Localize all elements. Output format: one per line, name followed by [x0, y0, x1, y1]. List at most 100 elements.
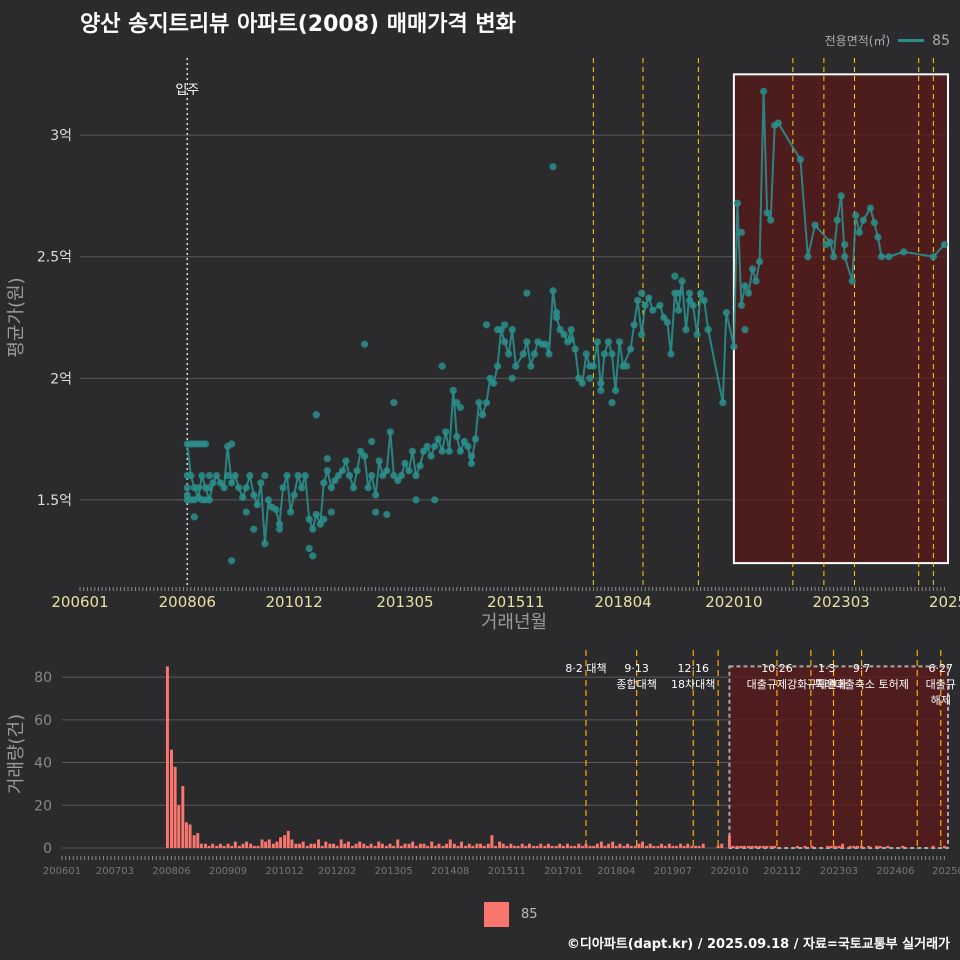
- volume-x-tick-label: 200703: [96, 866, 134, 877]
- volume-x-tick-label: 202112: [763, 866, 801, 877]
- price-point: [390, 399, 398, 407]
- price-x-axis-label: 거래년월: [481, 612, 547, 633]
- volume-bar: [701, 843, 705, 848]
- price-point: [493, 362, 502, 370]
- price-point: [279, 484, 287, 492]
- price-y-tick-label: 2억: [50, 371, 72, 387]
- volume-bar: [769, 845, 773, 848]
- volume-bar: [509, 843, 513, 848]
- volume-bar: [199, 843, 203, 848]
- price-point: [427, 452, 435, 460]
- volume-x-tick-label: 201408: [431, 866, 469, 877]
- volume-bar: [233, 841, 237, 848]
- price-point: [239, 493, 247, 502]
- price-point: [741, 326, 749, 334]
- price-point: [320, 479, 328, 487]
- volume-bar: [384, 845, 388, 848]
- price-point: [375, 457, 383, 465]
- price-point: [755, 257, 764, 266]
- volume-bar: [532, 845, 535, 848]
- volume-bar: [520, 843, 524, 848]
- price-point: [656, 301, 664, 309]
- volume-bar: [324, 841, 328, 848]
- volume-bar: [448, 839, 452, 848]
- volume-bar: [343, 843, 347, 848]
- volume-bar: [614, 845, 618, 848]
- volume-x-tick-label: 202303: [820, 866, 858, 877]
- price-point: [737, 228, 746, 236]
- price-point: [475, 399, 483, 407]
- volume-bar: [641, 841, 645, 848]
- price-point: [246, 471, 254, 480]
- volume-bar: [742, 845, 746, 848]
- volume-x-tick-label: 201511: [488, 866, 526, 877]
- price-point: [508, 326, 516, 334]
- price-point: [682, 326, 690, 334]
- price-point: [866, 204, 875, 212]
- price-point: [272, 506, 280, 514]
- volume-bar: [622, 845, 626, 848]
- price-point: [275, 525, 284, 533]
- volume-bar: [328, 843, 332, 848]
- price-point: [235, 484, 243, 492]
- volume-bar: [852, 845, 856, 848]
- price-point: [250, 525, 258, 533]
- price-point: [201, 440, 210, 448]
- volume-bar: [539, 843, 543, 848]
- price-point: [386, 428, 394, 436]
- volume-bar: [633, 845, 637, 848]
- price-point: [401, 459, 409, 468]
- price-point: [312, 411, 320, 419]
- volume-bar: [765, 845, 769, 848]
- price-point: [364, 484, 372, 492]
- price-point: [361, 452, 369, 460]
- volume-bar: [561, 845, 565, 848]
- price-point: [796, 155, 804, 164]
- price-point: [545, 350, 553, 358]
- volume-bar: [648, 843, 652, 848]
- price-point: [885, 253, 893, 261]
- price-point: [357, 447, 365, 455]
- policy-annotation-label: 12·16: [677, 662, 709, 675]
- price-y-tick-label: 3억: [50, 128, 72, 144]
- volume-bar: [686, 843, 690, 848]
- price-x-tick-label: 201012: [265, 593, 322, 611]
- volume-bar: [426, 845, 430, 848]
- price-point: [490, 379, 498, 387]
- volume-bar: [550, 845, 554, 848]
- price-point: [261, 540, 269, 548]
- volume-bar: [577, 843, 581, 848]
- volume-bar: [335, 845, 339, 848]
- price-x-tick-label: 200806: [159, 593, 216, 611]
- price-point: [361, 340, 369, 348]
- price-point: [674, 306, 683, 314]
- price-point: [552, 309, 561, 317]
- price-point: [501, 321, 509, 329]
- volume-bar: [283, 835, 287, 848]
- volume-bar: [192, 835, 196, 848]
- volume-bar: [256, 845, 260, 848]
- volume-bar: [464, 845, 468, 848]
- price-point: [323, 467, 331, 475]
- volume-bar: [761, 845, 765, 848]
- volume-bar: [369, 843, 373, 848]
- volume-x-tick-label: 200601: [43, 866, 81, 877]
- price-point: [183, 471, 191, 480]
- price-point: [685, 289, 694, 297]
- price-point: [312, 510, 320, 519]
- volume-bar: [663, 845, 667, 848]
- volume-bar: [667, 843, 671, 848]
- volume-bar: [305, 845, 309, 848]
- price-point: [567, 335, 575, 343]
- price-point: [671, 272, 679, 280]
- price-point: [231, 471, 239, 480]
- volume-bar: [184, 822, 188, 848]
- volume-bar: [188, 824, 192, 848]
- volume-bar: [320, 845, 324, 848]
- volume-bar: [294, 843, 298, 848]
- volume-bar: [479, 843, 483, 848]
- price-point: [305, 544, 313, 553]
- volume-bar: [354, 843, 358, 848]
- price-point: [416, 462, 424, 470]
